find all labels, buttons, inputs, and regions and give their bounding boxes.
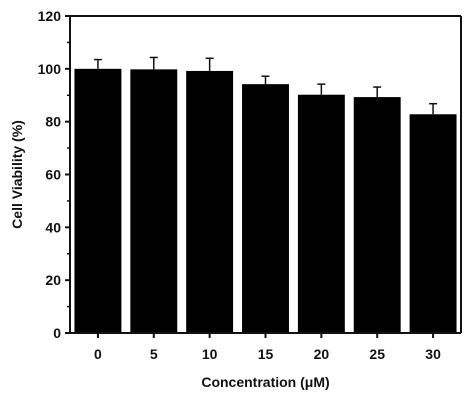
y-tick-label-60: 60 [45, 167, 61, 183]
y-tick-label-20: 20 [45, 272, 61, 288]
x-tick-label-5: 5 [150, 346, 158, 362]
bar-25 [353, 97, 401, 333]
x-tick-label-20: 20 [314, 346, 330, 362]
bar-5 [130, 69, 178, 334]
y-axis-label: Cell Viability (%) [9, 120, 25, 229]
x-tick-label-10: 10 [202, 346, 218, 362]
bar-15 [242, 84, 289, 333]
ticks-layer: 0 5 10 15 20 25 30 0 20 40 60 80 100 120 [38, 8, 441, 362]
bars-layer [74, 68, 457, 334]
x-tick-label-30: 30 [425, 346, 441, 362]
y-tick-label-120: 120 [38, 8, 62, 24]
x-tick-label-0: 0 [94, 346, 102, 362]
x-tick-label-25: 25 [369, 346, 385, 362]
error-bars-layer [93, 56, 438, 115]
bar-10 [186, 70, 234, 333]
y-tick-label-40: 40 [45, 219, 61, 235]
x-axis-label: Concentration (μM) [201, 374, 329, 390]
x-tick-label-15: 15 [258, 346, 274, 362]
y-tick-label-80: 80 [45, 114, 61, 130]
bar-0 [74, 68, 122, 333]
bar-30 [409, 114, 457, 334]
y-tick-label-0: 0 [53, 325, 61, 341]
bar-20 [297, 94, 345, 333]
y-tick-label-100: 100 [38, 61, 62, 77]
